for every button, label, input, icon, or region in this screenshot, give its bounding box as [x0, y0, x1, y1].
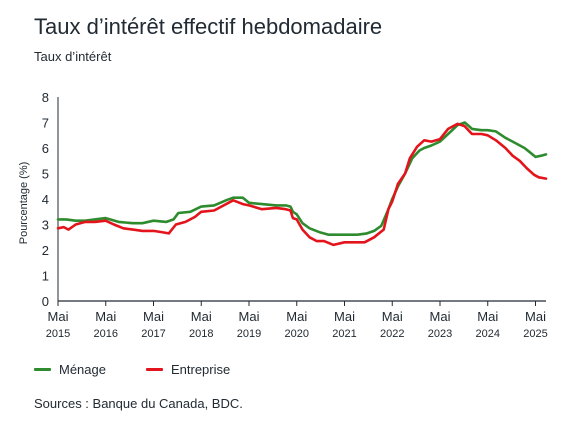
x-tick-label-month: Mai	[382, 309, 403, 324]
y-tick-label: 4	[42, 192, 49, 207]
x-tick-label-year: 2015	[46, 328, 70, 340]
x-tick-label-year: 2018	[189, 328, 213, 340]
y-tick-label: 2	[42, 243, 49, 258]
legend-label-menage: Ménage	[59, 362, 106, 377]
x-tick-label-year: 2022	[380, 328, 404, 340]
series-line-entreprise	[56, 122, 548, 247]
legend: Ménage Entreprise	[34, 362, 230, 377]
y-tick-label: 3	[42, 218, 49, 233]
y-tick-label: 1	[42, 269, 49, 284]
legend-item-entreprise: Entreprise	[145, 362, 231, 377]
series-line-menage	[56, 121, 548, 236]
x-axis-ticks: Mai 2015 Mai 2016 Mai 2017 Mai 2018 Mai 2019 Mai 20…	[46, 301, 548, 340]
x-tick-label-month: Mai	[191, 309, 212, 324]
y-tick-label: 5	[42, 167, 49, 182]
y-tick-label: 7	[42, 116, 49, 131]
legend-label-entreprise: Entreprise	[170, 362, 231, 377]
chart-subtitle: Taux d’intérêt	[34, 49, 112, 64]
legend-swatch-menage	[34, 368, 51, 371]
y-tick-label: 8	[42, 90, 49, 105]
x-tick-label-month: Mai	[48, 309, 69, 324]
x-tick-label-year: 2021	[332, 328, 356, 340]
x-tick-label-year: 2019	[237, 328, 261, 340]
source-note: Sources : Banque du Canada, BDC.	[34, 396, 243, 411]
x-tick-label-year: 2025	[523, 328, 547, 340]
x-tick-label-year: 2023	[428, 328, 452, 340]
x-tick-label-month: Mai	[477, 309, 498, 324]
x-tick-label-month: Mai	[334, 309, 355, 324]
x-tick-label-month: Mai	[143, 309, 164, 324]
x-tick-label-year: 2020	[285, 328, 309, 340]
legend-swatch-entreprise	[145, 368, 163, 371]
y-tick-label: 6	[42, 141, 49, 156]
x-tick-label-year: 2017	[141, 328, 165, 340]
x-tick-label-year: 2024	[476, 328, 500, 340]
x-tick-label-year: 2016	[94, 328, 118, 340]
y-axis-label: Pourcentage (%)	[18, 162, 30, 245]
x-tick-label-month: Mai	[95, 309, 116, 324]
x-tick-label-month: Mai	[525, 309, 546, 324]
x-tick-label-month: Mai	[286, 309, 307, 324]
legend-item-menage: Ménage	[34, 362, 106, 377]
y-tick-label: 0	[42, 294, 49, 309]
y-axis-ticks: 0 1 2 3 4 5 6 7 8	[42, 90, 49, 309]
x-tick-label-month: Mai	[430, 309, 451, 324]
chart-title: Taux d’intérêt effectif hebdomadaire	[34, 14, 383, 39]
x-tick-label-month: Mai	[239, 309, 260, 324]
series-lines	[56, 121, 548, 247]
